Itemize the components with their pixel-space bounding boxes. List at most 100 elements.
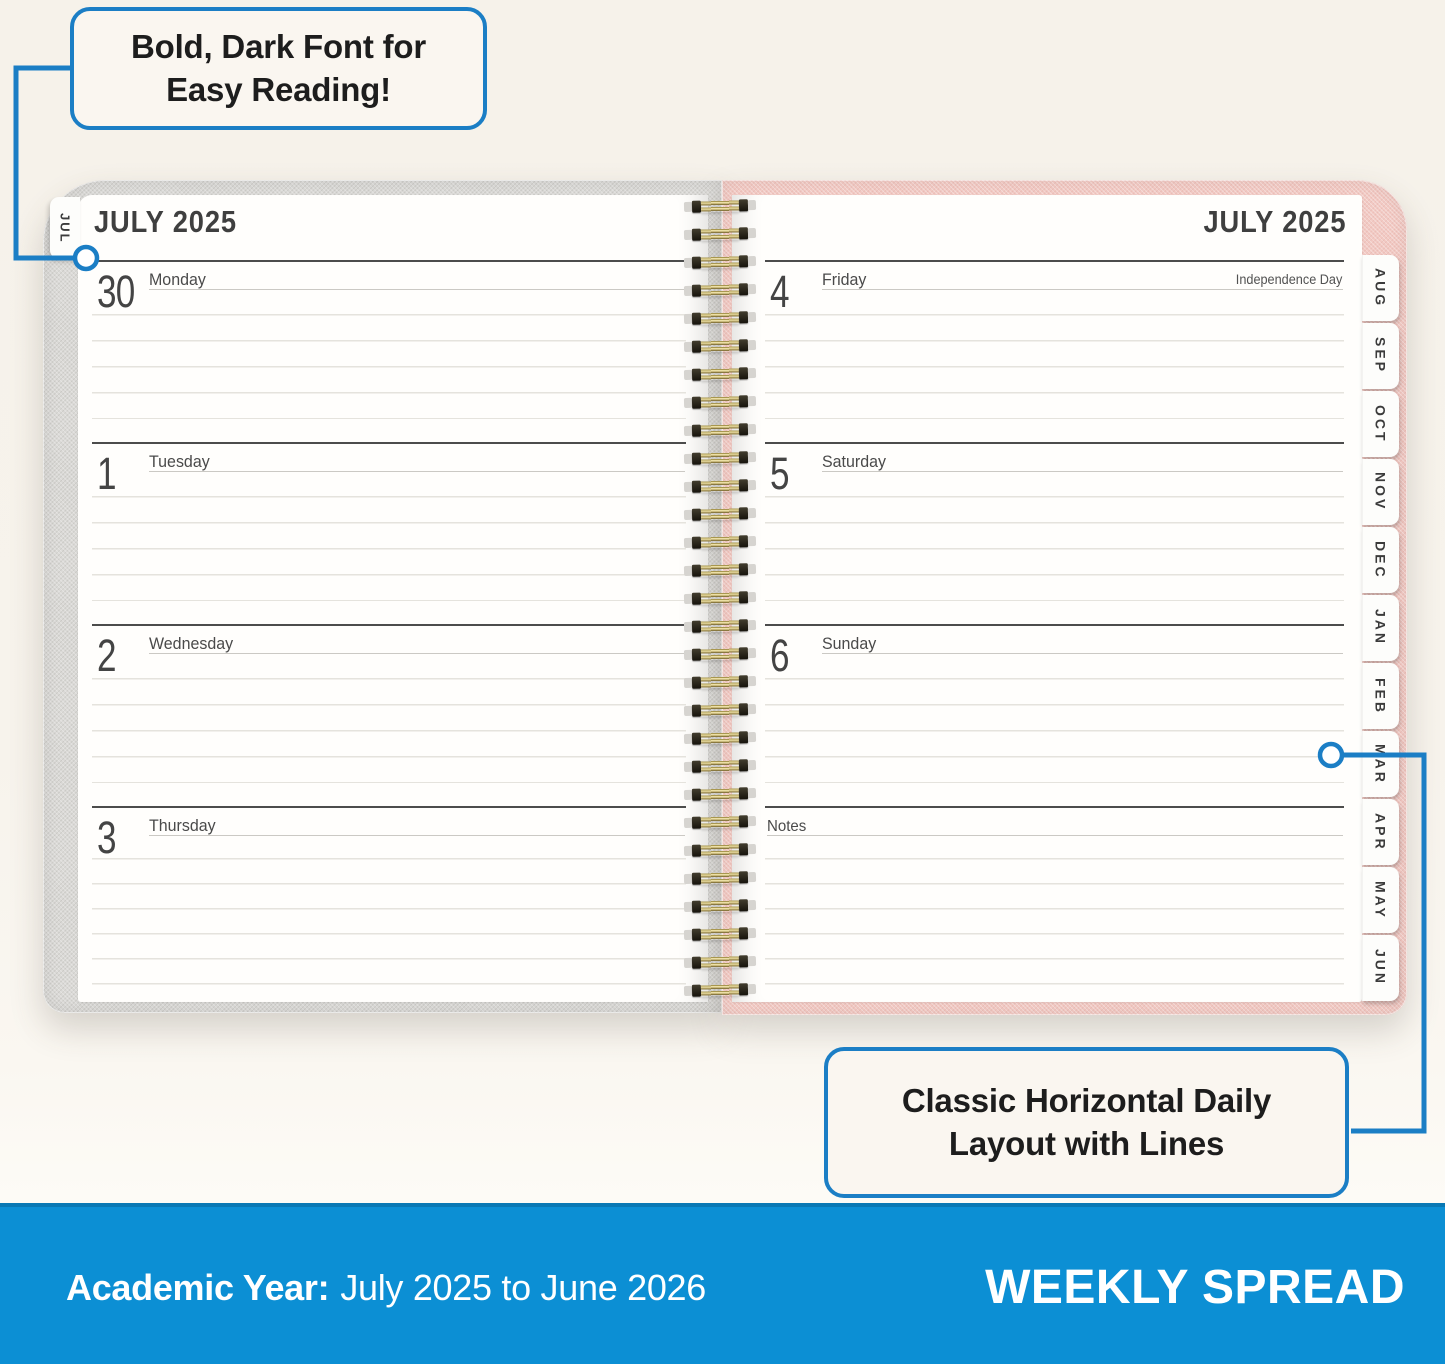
tab-feb: FEB	[1362, 663, 1399, 729]
punch-hole	[747, 423, 757, 435]
tab-aug: AUG	[1362, 255, 1399, 321]
coil-wire	[700, 619, 740, 633]
coil-end	[691, 424, 702, 437]
coil-end	[691, 984, 702, 997]
punch-hole	[747, 395, 757, 407]
punch-hole	[683, 369, 693, 381]
planner-page-right: JULY 2025 4 Friday Independence Day 5 Saturd…	[732, 195, 1362, 1002]
coil-end	[691, 256, 702, 269]
punch-hole	[747, 871, 757, 883]
coil-end	[738, 563, 749, 576]
ruled-lines	[92, 314, 686, 419]
punch-hole	[747, 591, 757, 603]
punch-hole	[747, 843, 757, 855]
day-underline	[822, 653, 1343, 654]
notes-label: Notes	[767, 818, 807, 835]
coil-wire	[700, 787, 740, 801]
day-number: 6	[770, 630, 790, 681]
coil	[683, 843, 757, 857]
tab-oct-label: OCT	[1372, 404, 1389, 444]
coil-end	[691, 340, 702, 353]
coil-end	[691, 368, 702, 381]
punch-hole	[683, 425, 693, 437]
punch-hole	[747, 675, 757, 687]
coil-wire	[700, 843, 740, 857]
punch-hole	[683, 509, 693, 521]
coil-end	[738, 339, 749, 352]
coil-end	[738, 871, 749, 884]
coil	[683, 731, 757, 745]
coil-end	[691, 452, 702, 465]
coil-end	[691, 284, 702, 297]
coil-wire	[700, 339, 740, 353]
coil-end	[738, 395, 749, 408]
coil-wire	[700, 759, 740, 773]
coil-end	[738, 367, 749, 380]
tab-oct: OCT	[1362, 391, 1399, 457]
coil-wire	[700, 255, 740, 269]
coil-end	[691, 396, 702, 409]
coil-wire	[700, 927, 740, 941]
ruled-lines	[765, 678, 1344, 783]
day-label: Sunday	[822, 634, 877, 653]
coil-end	[738, 983, 749, 996]
day-underline	[822, 289, 1343, 290]
tab-sep: SEP	[1362, 323, 1399, 389]
punch-hole	[747, 731, 757, 743]
punch-hole	[747, 899, 757, 911]
coil-end	[738, 423, 749, 436]
coil	[683, 675, 757, 689]
coil-wire	[700, 815, 740, 829]
callout-layout-line2: Layout with Lines	[948, 1124, 1225, 1162]
coil-end	[738, 647, 749, 660]
coil	[683, 339, 757, 353]
coil-end	[691, 564, 702, 577]
punch-hole	[747, 759, 757, 771]
punch-hole	[747, 983, 757, 995]
punch-hole	[747, 619, 757, 631]
coil-wire	[700, 395, 740, 409]
coil-end	[738, 619, 749, 632]
day-cell: 3 Thursday	[92, 806, 686, 1002]
punch-hole	[747, 703, 757, 715]
coil	[683, 871, 757, 885]
tab-nov-label: NOV	[1372, 472, 1389, 512]
punch-hole	[683, 313, 693, 325]
coil-wire	[700, 955, 740, 969]
coil-wire	[700, 563, 740, 577]
coil-end	[738, 283, 749, 296]
coil	[683, 423, 757, 437]
callout-layout: Classic Horizontal Daily Layout with Lin…	[824, 1047, 1349, 1198]
punch-hole	[747, 339, 757, 351]
ruled-lines	[92, 678, 686, 783]
day-label: Tuesday	[149, 452, 210, 471]
coil-end	[738, 731, 749, 744]
coil-end	[738, 535, 749, 548]
coil-end	[738, 255, 749, 268]
tab-apr: APR	[1362, 799, 1399, 865]
coil-wire	[700, 423, 740, 437]
tab-dec: DEC	[1362, 527, 1399, 593]
punch-hole	[747, 199, 757, 211]
punch-hole	[747, 787, 757, 799]
coil-end	[738, 451, 749, 464]
day-label: Wednesday	[149, 634, 234, 653]
tab-feb-label: FEB	[1372, 677, 1389, 715]
day-number: 1	[97, 448, 117, 499]
punch-hole	[747, 451, 757, 463]
coil-end	[691, 760, 702, 773]
month-tabs: AUG SEP OCT NOV DEC JAN FEB MAR APR MAY JUN	[1362, 0, 1402, 1364]
tab-may-label: MAY	[1372, 880, 1389, 920]
coil-end	[738, 199, 749, 212]
coil-wire	[700, 675, 740, 689]
day-underline	[149, 289, 685, 290]
coil-end	[738, 927, 749, 940]
coil-end	[738, 479, 749, 492]
day-number: 4	[770, 266, 790, 317]
notes-cell: Notes	[765, 806, 1344, 1002]
planner-page-left: JULY 2025 30 Monday 1 Tuesday 2 Wednesday 3 Thu…	[78, 195, 708, 1002]
coil-end	[738, 759, 749, 772]
day-underline	[822, 471, 1343, 472]
coil	[683, 199, 757, 213]
coil	[683, 507, 757, 521]
